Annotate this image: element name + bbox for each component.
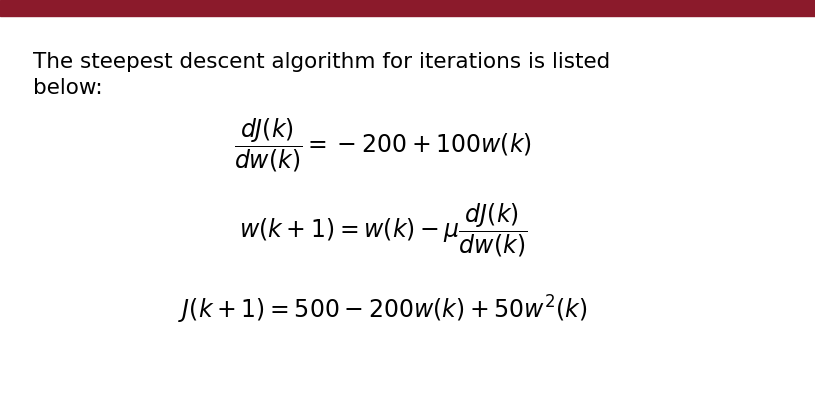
Bar [0, 0, 815, 16]
Text: $\dfrac{dJ(k)}{dw(k)} = -200 + 100w(k)$: $\dfrac{dJ(k)}{dw(k)} = -200 + 100w(k)$ [234, 116, 532, 173]
Text: $w(k+1) = w(k) - \mu\dfrac{dJ(k)}{dw(k)}$: $w(k+1) = w(k) - \mu\dfrac{dJ(k)}{dw(k)}… [239, 202, 527, 259]
Text: $J(k+1) = 500 - 200w(k) + 50w^2(k)$: $J(k+1) = 500 - 200w(k) + 50w^2(k)$ [178, 293, 588, 326]
Text: The steepest descent algorithm for iterations is listed
below:: The steepest descent algorithm for itera… [33, 52, 610, 98]
